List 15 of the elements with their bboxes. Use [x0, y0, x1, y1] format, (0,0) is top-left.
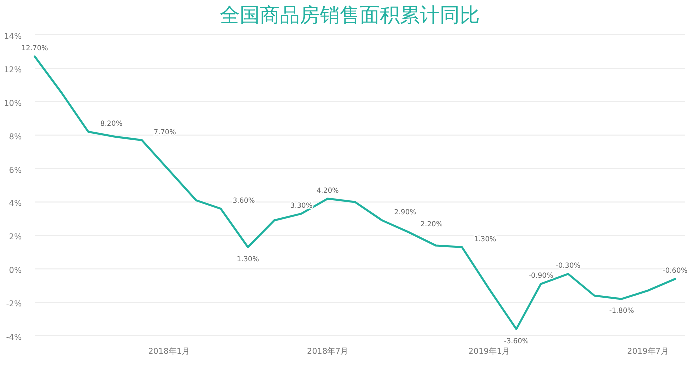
- y-tick-label: 0%: [9, 266, 22, 276]
- y-tick-label: -4%: [6, 333, 22, 342]
- chart-title: 全国商品房销售面积累计同比: [220, 3, 480, 27]
- x-tick-label: 2019年1月: [468, 347, 510, 356]
- y-tick-label: 12%: [4, 65, 22, 74]
- y-tick-label: 4%: [9, 199, 22, 208]
- y-tick-label: 10%: [4, 98, 22, 108]
- y-tick-label: 2%: [9, 232, 22, 242]
- x-tick-label: 2018年1月: [148, 347, 190, 356]
- x-tick-label: 2019年7月: [627, 347, 669, 356]
- y-tick-label: 14%: [4, 32, 22, 41]
- y-tick-label: -2%: [6, 300, 22, 309]
- y-tick-label: 8%: [9, 132, 22, 142]
- y-tick-label: 6%: [9, 166, 22, 175]
- x-tick-label: 2018年7月: [307, 347, 349, 356]
